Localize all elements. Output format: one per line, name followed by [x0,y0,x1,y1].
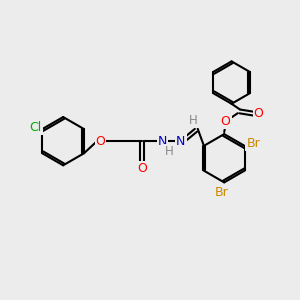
Text: O: O [137,162,147,175]
Text: N: N [176,135,186,148]
Text: Br: Br [247,137,260,150]
Text: Cl: Cl [30,121,42,134]
Text: H: H [165,145,173,158]
Text: O: O [96,135,106,148]
Text: Br: Br [215,186,229,199]
Text: N: N [158,135,167,148]
Text: O: O [221,115,231,128]
Text: H: H [189,114,198,127]
Text: O: O [254,107,264,120]
